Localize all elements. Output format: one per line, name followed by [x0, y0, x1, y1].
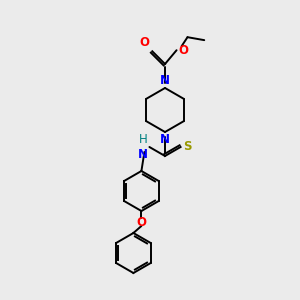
Text: O: O	[136, 215, 146, 229]
Text: H: H	[139, 133, 147, 146]
Text: N: N	[137, 148, 147, 161]
Text: O: O	[139, 36, 149, 49]
Text: S: S	[184, 140, 192, 154]
Text: N: N	[160, 74, 170, 87]
Text: N: N	[160, 133, 170, 146]
Text: O: O	[178, 44, 189, 57]
